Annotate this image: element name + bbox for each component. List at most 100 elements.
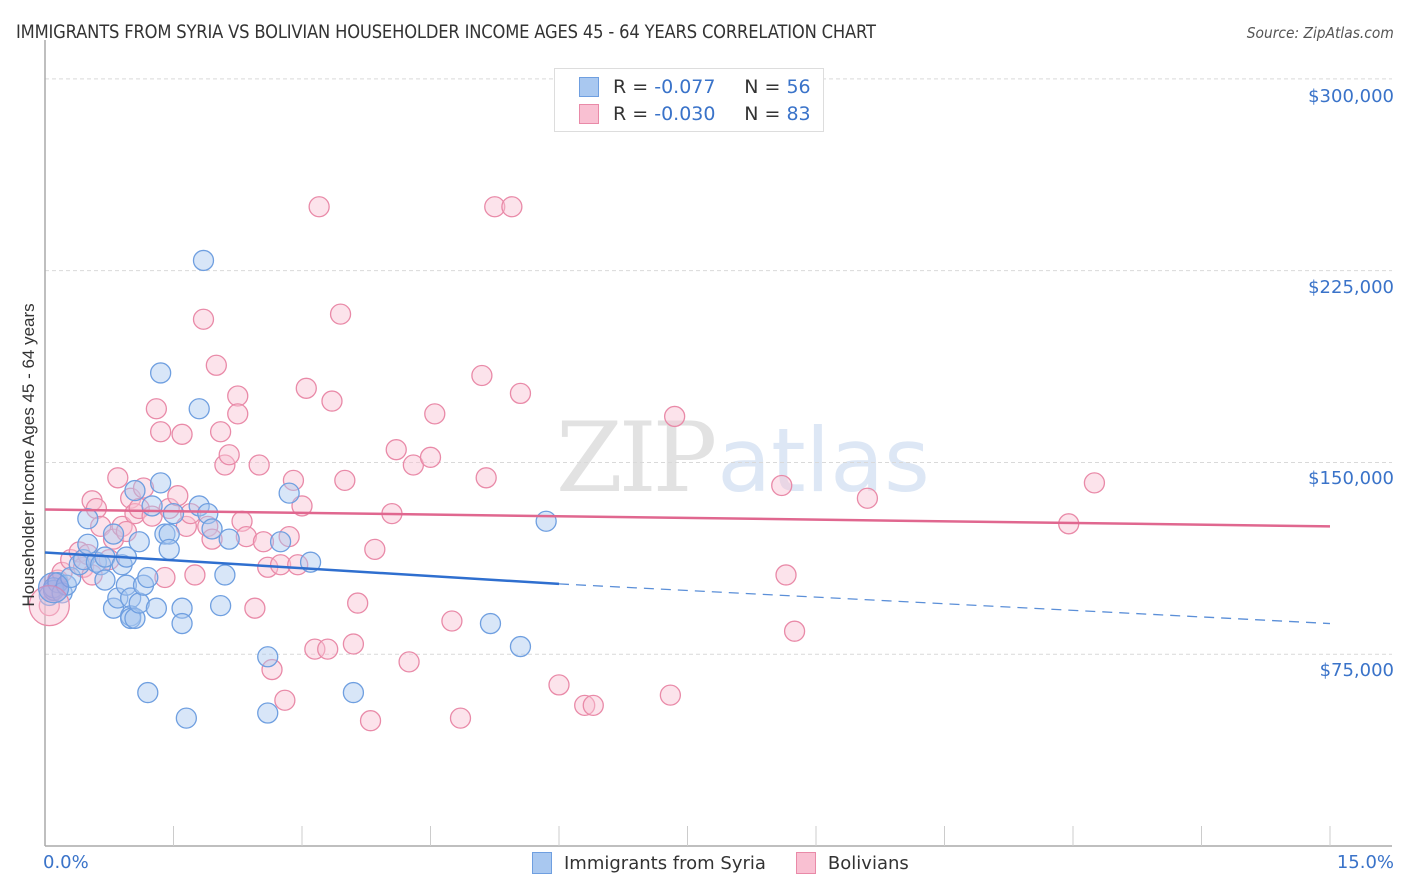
data-point[interactable] [227, 403, 249, 425]
data-point[interactable] [419, 446, 442, 468]
data-point[interactable] [1083, 472, 1106, 494]
data-point[interactable] [167, 485, 189, 507]
data-point[interactable] [398, 651, 420, 673]
data-point[interactable] [128, 531, 150, 553]
data-point[interactable] [509, 382, 532, 405]
data-point[interactable] [149, 362, 172, 384]
legend-item-bolivians[interactable]: Bolivians [795, 852, 909, 874]
legend-item-syria[interactable]: Immigrants from Syria [532, 852, 766, 874]
data-point[interactable] [574, 694, 596, 717]
data-point[interactable] [227, 385, 249, 407]
data-point[interactable] [364, 538, 386, 561]
data-point[interactable] [137, 681, 159, 704]
data-point[interactable] [141, 495, 163, 517]
data-point[interactable] [115, 574, 138, 596]
data-point[interactable] [162, 502, 185, 525]
data-point[interactable] [102, 528, 125, 550]
data-point[interactable] [235, 525, 257, 548]
data-point[interactable] [145, 597, 168, 619]
data-point[interactable] [158, 538, 180, 561]
data-point[interactable] [107, 467, 129, 489]
data-point[interactable] [783, 620, 806, 642]
data-point[interactable] [248, 454, 270, 476]
data-point[interactable] [218, 444, 240, 466]
data-point[interactable] [209, 421, 232, 443]
data-point[interactable] [171, 612, 193, 635]
data-point[interactable] [385, 439, 407, 461]
data-point[interactable] [37, 572, 70, 604]
data-point[interactable] [149, 472, 172, 494]
data-point[interactable] [60, 566, 82, 589]
data-point[interactable] [124, 479, 146, 502]
data-point[interactable] [856, 487, 879, 509]
data-point[interactable] [501, 196, 523, 218]
data-point[interactable] [184, 564, 206, 586]
data-point[interactable] [282, 469, 305, 491]
data-point[interactable] [179, 502, 202, 525]
data-point[interactable] [214, 454, 236, 476]
data-point[interactable] [218, 528, 240, 550]
data-point[interactable] [509, 635, 532, 658]
data-point[interactable] [287, 554, 309, 576]
data-point[interactable] [188, 398, 210, 420]
data-point[interactable] [775, 564, 797, 586]
data-point[interactable] [244, 597, 266, 619]
data-point[interactable] [171, 597, 193, 619]
data-point[interactable] [484, 196, 506, 218]
data-point[interactable] [201, 518, 223, 540]
data-point[interactable] [257, 702, 279, 724]
data-point[interactable] [77, 508, 99, 530]
data-point[interactable] [359, 710, 382, 732]
data-point[interactable] [334, 469, 356, 491]
data-point[interactable] [342, 633, 365, 655]
data-point[interactable] [257, 646, 279, 668]
data-point[interactable] [475, 467, 497, 489]
data-point[interactable] [192, 249, 215, 272]
data-point[interactable] [329, 303, 352, 325]
data-point[interactable] [90, 515, 112, 538]
data-point[interactable] [278, 482, 300, 504]
data-point[interactable] [304, 638, 326, 660]
data-point[interactable] [145, 398, 168, 420]
data-point[interactable] [441, 610, 463, 632]
data-point[interactable] [269, 554, 292, 576]
data-point[interactable] [192, 308, 215, 330]
data-point[interactable] [77, 533, 99, 555]
data-point[interactable] [107, 587, 129, 609]
data-point[interactable] [449, 707, 472, 729]
data-point[interactable] [128, 592, 150, 614]
data-point[interactable] [424, 403, 446, 425]
data-point[interactable] [269, 531, 292, 553]
data-point[interactable] [317, 638, 339, 660]
data-point[interactable] [771, 474, 793, 497]
data-point[interactable] [252, 531, 275, 553]
data-point[interactable] [128, 497, 150, 520]
data-point[interactable] [171, 423, 193, 445]
data-point[interactable] [321, 390, 343, 412]
data-point[interactable] [205, 354, 227, 376]
data-point[interactable] [94, 569, 116, 591]
data-point[interactable] [347, 592, 369, 614]
data-point[interactable] [342, 681, 365, 704]
data-point[interactable] [548, 674, 570, 696]
data-point[interactable] [308, 196, 330, 218]
data-point[interactable] [154, 566, 176, 589]
data-point[interactable] [479, 612, 502, 635]
data-point[interactable] [137, 566, 159, 589]
data-point[interactable] [664, 405, 686, 428]
data-point[interactable] [274, 689, 296, 711]
data-point[interactable] [175, 707, 198, 729]
data-point[interactable] [102, 523, 125, 545]
data-point[interactable] [209, 594, 232, 617]
data-point[interactable] [471, 364, 493, 387]
data-point[interactable] [295, 377, 317, 399]
data-point[interactable] [214, 564, 236, 586]
data-point[interactable] [261, 658, 283, 681]
data-point[interactable] [535, 510, 557, 532]
data-point[interactable] [291, 495, 313, 517]
data-point[interactable] [149, 421, 172, 443]
data-point[interactable] [582, 694, 604, 717]
data-point[interactable] [132, 477, 155, 499]
data-point[interactable] [659, 684, 682, 706]
data-point[interactable] [28, 584, 70, 627]
